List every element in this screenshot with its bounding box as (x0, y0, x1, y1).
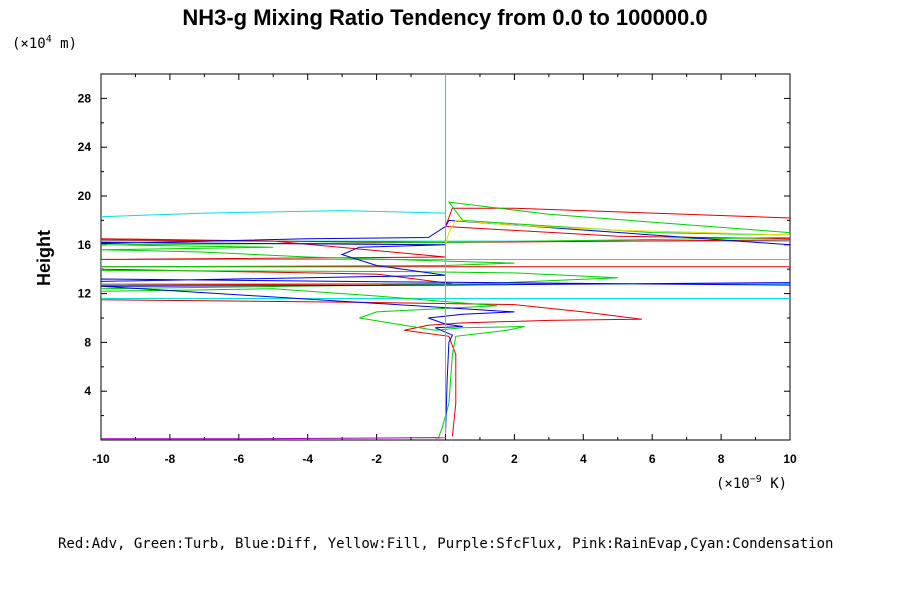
x-tick-label: 10 (783, 452, 797, 466)
x-tick-label: 4 (580, 452, 587, 466)
series-line-rainevap (435, 437, 446, 440)
y-units-label: (×104 m) (12, 34, 77, 52)
series-line-diff (101, 219, 790, 434)
series-layer (101, 74, 790, 440)
series-group (101, 74, 790, 440)
y-tick-label: 8 (84, 335, 91, 349)
x-tick-label: 8 (718, 452, 725, 466)
y-tick-label: 4 (84, 384, 91, 398)
y-tick-label: 20 (78, 189, 92, 203)
x-tick-label: 0 (442, 452, 449, 466)
y-tick-label: 16 (78, 238, 92, 252)
chart-title: NH3-g Mixing Ratio Tendency from 0.0 to … (182, 5, 707, 30)
x-tick-label: -4 (302, 452, 313, 466)
series-line-fill (445, 219, 790, 270)
x-tick-label: -6 (233, 452, 244, 466)
x-units-label: (×10−9 K) (716, 474, 787, 492)
series-line-turb (101, 201, 790, 438)
y-tick-label: 12 (78, 287, 92, 301)
series-line-sfcflux (101, 437, 446, 440)
x-tick-label: -2 (371, 452, 382, 466)
x-tick-label: -10 (92, 452, 110, 466)
y-axis-label: Height (34, 230, 54, 286)
legend-text: Red:Adv, Green:Turb, Blue:Diff, Yellow:F… (58, 536, 833, 552)
x-tick-label: -8 (165, 452, 176, 466)
x-tick-label: 2 (511, 452, 518, 466)
y-tick-label: 24 (78, 140, 92, 154)
x-tick-label: 6 (649, 452, 656, 466)
y-tick-label: 28 (78, 91, 92, 105)
series-line-condensation (101, 74, 446, 434)
